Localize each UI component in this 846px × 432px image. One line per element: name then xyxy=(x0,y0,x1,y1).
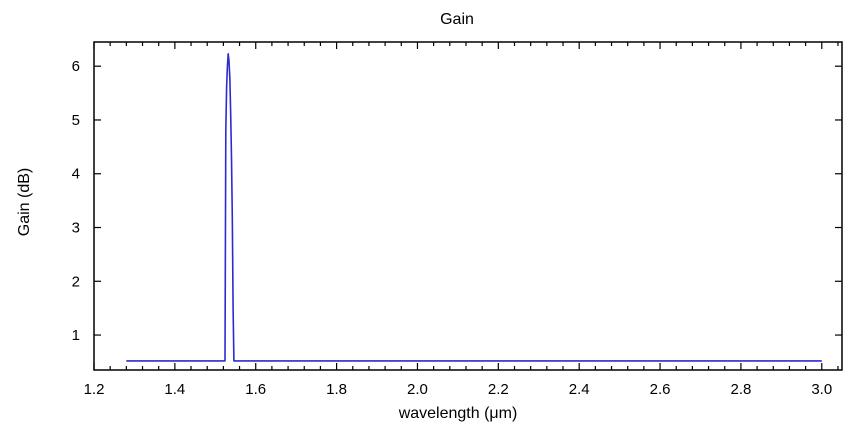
x-tick-label: 2.8 xyxy=(730,381,751,398)
y-axis-tick-labels: 1 2 3 4 5 6 xyxy=(72,58,80,344)
y-axis-ticks xyxy=(94,65,842,336)
x-tick-label: 1.6 xyxy=(245,381,266,398)
y-tick-label: 1 xyxy=(72,327,80,344)
y-axis-label: Gain (dB) xyxy=(16,168,33,236)
x-tick-label: 2.0 xyxy=(407,381,428,398)
x-tick-label: 2.6 xyxy=(650,381,671,398)
y-tick-label: 5 xyxy=(72,112,80,129)
y-tick-label: 4 xyxy=(72,166,80,183)
x-axis-tick-labels: 1.2 1.4 1.6 1.8 2.0 2.2 2.4 2.6 2.8 3.0 xyxy=(84,381,833,398)
y-tick-label: 3 xyxy=(72,220,80,237)
chart-title: Gain xyxy=(440,11,474,28)
x-tick-label: 3.0 xyxy=(811,381,832,398)
y-tick-label: 2 xyxy=(72,273,80,290)
gain-series-line xyxy=(126,53,822,362)
x-tick-label: 1.8 xyxy=(326,381,347,398)
x-tick-label: 2.2 xyxy=(488,381,509,398)
x-tick-label: 1.2 xyxy=(84,381,105,398)
x-tick-label: 2.4 xyxy=(569,381,590,398)
x-axis-ticks xyxy=(93,42,839,370)
plot-frame xyxy=(93,41,843,371)
x-tick-label: 1.4 xyxy=(164,381,185,398)
x-axis-label: wavelength (μm) xyxy=(398,405,518,422)
y-tick-label: 6 xyxy=(72,58,80,75)
